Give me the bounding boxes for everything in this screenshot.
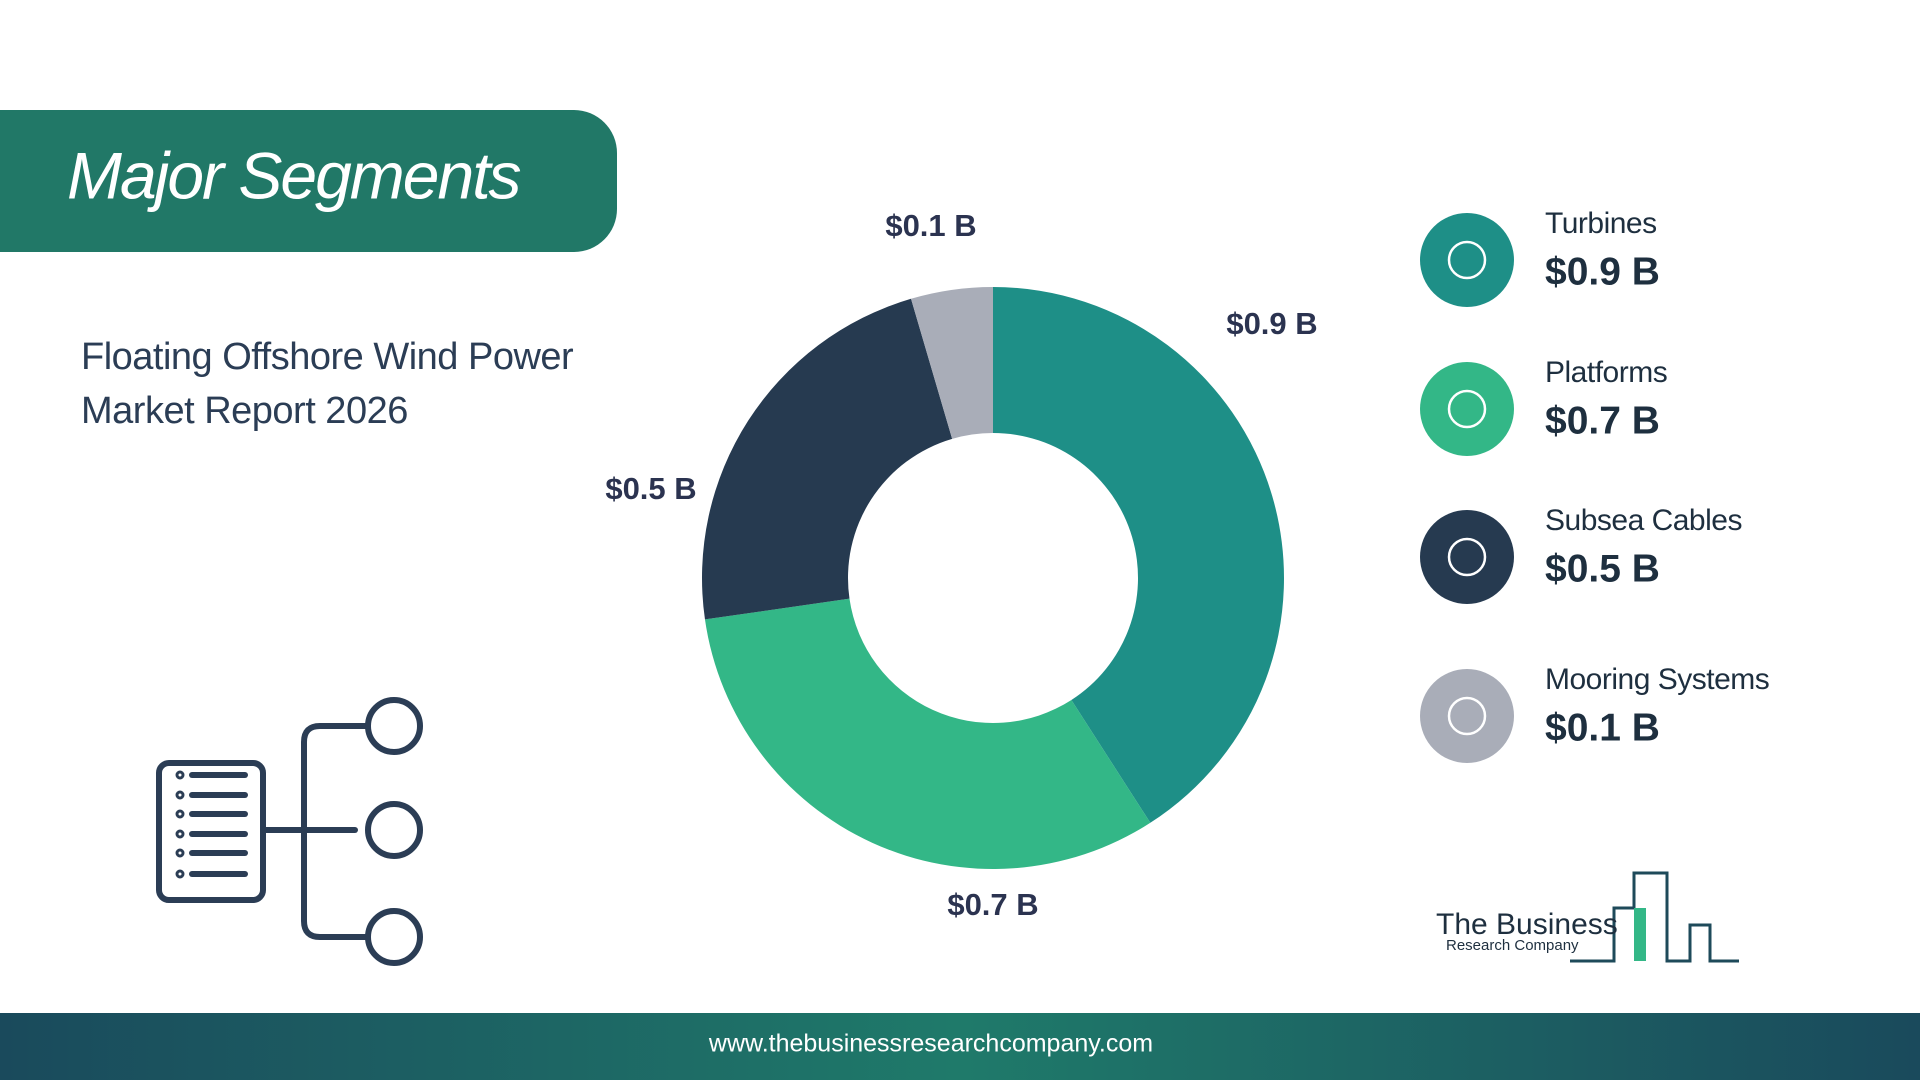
data-label: $0.9 B <box>1226 306 1317 341</box>
donut-segment <box>704 598 1151 870</box>
legend-glyph <box>1447 537 1487 577</box>
logo-name: The Business <box>1436 908 1618 941</box>
legend-glyph <box>1447 389 1487 429</box>
legend-value: $0.9 B <box>1545 250 1660 293</box>
legend-value: $0.5 B <box>1545 547 1660 590</box>
legend-value: $0.7 B <box>1545 399 1660 442</box>
data-label: $0.7 B <box>947 887 1038 922</box>
legend-label: Platforms <box>1545 356 1667 389</box>
footer-bar <box>0 1013 1920 1080</box>
chart-title: Major Segments <box>67 138 521 212</box>
legend-icon <box>1420 362 1514 456</box>
donut-segment <box>993 287 1284 823</box>
logo-mark <box>1570 871 1739 963</box>
legend-icon <box>1420 213 1514 307</box>
legend-icon <box>1420 510 1514 604</box>
legend-value: $0.1 B <box>1545 706 1660 749</box>
legend-glyph <box>1447 696 1487 736</box>
logo-subname: Research Company <box>1446 937 1579 954</box>
legend-label: Mooring Systems <box>1545 663 1769 696</box>
data-label: $0.1 B <box>885 208 976 243</box>
legend-glyph <box>1447 240 1487 280</box>
data-label: $0.5 B <box>605 471 696 506</box>
legend-label: Turbines <box>1545 207 1657 240</box>
donut-segment <box>702 298 953 620</box>
segments-icon <box>156 697 423 966</box>
footer-url[interactable]: www.thebusinessresearchcompany.com <box>708 1030 1153 1058</box>
chart-subtitle: Floating Offshore Wind Power Market Repo… <box>81 336 574 432</box>
donut-segment <box>911 287 993 439</box>
legend-icon <box>1420 669 1514 763</box>
legend-label: Subsea Cables <box>1545 504 1742 537</box>
title-banner <box>0 110 617 252</box>
